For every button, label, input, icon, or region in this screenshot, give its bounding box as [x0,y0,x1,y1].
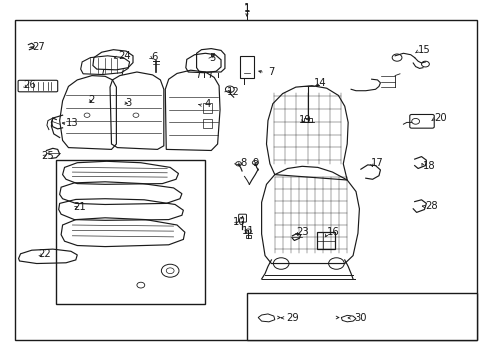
Text: 1: 1 [243,4,250,14]
Text: 27: 27 [32,42,44,52]
Bar [203,103,211,113]
Text: 30: 30 [354,312,366,323]
Text: 2: 2 [88,95,95,105]
Text: 24: 24 [118,51,131,61]
Text: 7: 7 [267,67,274,77]
Text: 12: 12 [227,87,240,97]
Text: 29: 29 [285,312,298,323]
Text: 11: 11 [242,226,254,236]
Text: 15: 15 [417,45,430,55]
Text: 26: 26 [23,80,36,90]
Text: 5: 5 [209,53,216,63]
Text: 6: 6 [150,51,157,62]
Text: 14: 14 [313,78,326,88]
Text: 9: 9 [251,158,258,168]
Bar [246,293,476,340]
Text: 4: 4 [204,99,210,109]
Bar [203,119,211,128]
Text: 21: 21 [73,202,85,212]
Text: 23: 23 [295,227,308,237]
Bar [56,160,205,304]
Bar [304,118,311,122]
Text: 13: 13 [66,118,79,128]
Text: 25: 25 [41,150,54,161]
Bar [15,20,476,340]
Text: 19: 19 [299,114,311,125]
Text: 28: 28 [424,201,437,211]
Text: 22: 22 [39,249,51,259]
Text: 1: 1 [243,3,250,13]
Bar [316,232,335,249]
Text: 8: 8 [240,158,246,168]
Bar [239,56,254,78]
Text: 10: 10 [233,217,245,228]
Bar [245,235,250,238]
Text: 16: 16 [326,227,339,237]
Text: 3: 3 [125,98,131,108]
Text: 20: 20 [433,113,446,123]
Text: 17: 17 [370,158,383,168]
Text: 18: 18 [422,161,435,171]
